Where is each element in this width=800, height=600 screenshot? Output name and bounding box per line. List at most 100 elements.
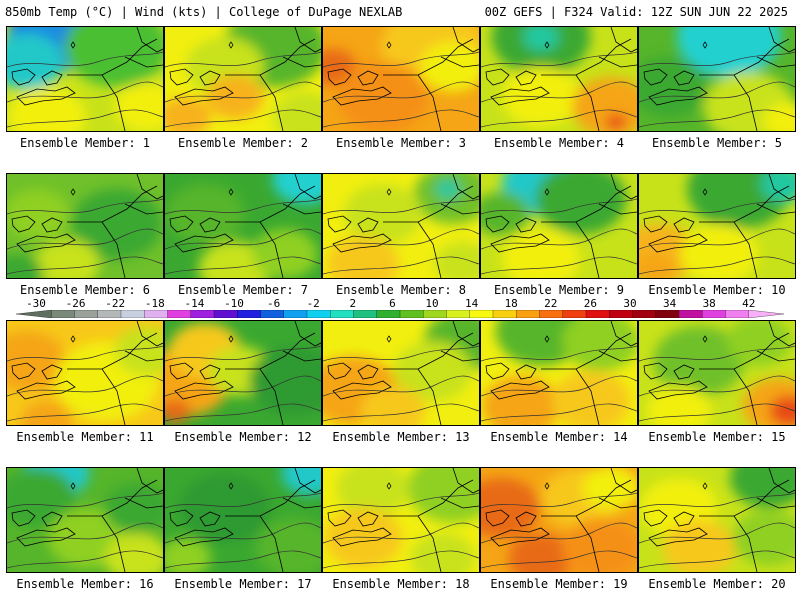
colorbar-tick-label: 34 xyxy=(662,297,677,310)
ensemble-member-label: Ensemble Member: 13 xyxy=(332,430,470,444)
isotherm-line xyxy=(481,345,637,362)
colorbar-swatch xyxy=(632,310,657,318)
geographic-outline xyxy=(16,527,76,547)
colorbar-swatch xyxy=(516,310,541,318)
geographic-outline xyxy=(225,185,316,223)
temperature-region xyxy=(726,321,792,366)
geographic-outline xyxy=(490,86,550,106)
isotherm-line xyxy=(165,345,321,362)
geographic-outline xyxy=(124,350,163,362)
geographic-outline xyxy=(41,511,63,527)
colorbar-swatch xyxy=(144,310,169,318)
ensemble-member-map-15 xyxy=(638,320,796,426)
geographic-outline xyxy=(67,479,158,517)
geographic-outline xyxy=(673,364,695,380)
geographic-outline xyxy=(383,332,474,370)
geographic-outline xyxy=(101,515,126,572)
geographic-outline xyxy=(67,185,158,223)
station-marker-icon xyxy=(228,482,234,490)
temperature-field-11 xyxy=(7,321,163,425)
colorbar-tick-label: 38 xyxy=(702,297,716,310)
station-marker-icon xyxy=(544,41,550,49)
geographic-outline xyxy=(174,233,234,253)
geographic-outline xyxy=(383,185,474,223)
geographic-outline xyxy=(417,74,442,131)
temperature-region xyxy=(252,229,318,278)
isotherm-line xyxy=(323,109,479,128)
geographic-outline xyxy=(294,27,321,53)
ensemble-member-label: Ensemble Member: 4 xyxy=(493,136,625,150)
station-marker-icon xyxy=(544,335,550,343)
temperature-field-1 xyxy=(7,27,163,131)
isotherm-line xyxy=(165,550,321,569)
temperature-region xyxy=(7,468,76,528)
geographic-outline xyxy=(575,221,600,278)
temperature-region xyxy=(481,478,540,538)
geographic-outline xyxy=(673,70,695,86)
temperature-region xyxy=(605,114,627,130)
ensemble-member-label: Ensemble Member: 14 xyxy=(490,430,628,444)
temperature-region xyxy=(326,236,400,278)
temperature-region xyxy=(535,174,627,234)
ensemble-member-map-6 xyxy=(6,173,164,279)
geographic-outline xyxy=(515,217,537,233)
isotherm-line xyxy=(639,198,795,215)
geographic-outline xyxy=(452,174,479,200)
temperature-region xyxy=(760,174,795,202)
colorbar-tick-label: 42 xyxy=(742,297,756,310)
geographic-outline xyxy=(541,332,632,370)
geographic-outline xyxy=(541,479,632,517)
isotherm-line xyxy=(639,522,795,544)
geographic-outline xyxy=(259,515,284,572)
geographic-outline xyxy=(41,70,63,86)
temperature-region xyxy=(407,468,479,523)
geographic-outline xyxy=(452,321,479,347)
colorbar-swatch xyxy=(120,310,145,318)
geographic-outline xyxy=(67,38,158,76)
geographic-outline xyxy=(648,380,708,400)
colorbar-tick-label: -30 xyxy=(26,297,46,310)
geographic-outline xyxy=(124,203,163,215)
ensemble-member-label: Ensemble Member: 7 xyxy=(177,283,309,297)
geographic-outline xyxy=(357,70,379,86)
colorbar-swatch xyxy=(678,310,703,318)
station-marker-icon xyxy=(544,188,550,196)
isotherm-line xyxy=(323,228,479,250)
geographic-outline xyxy=(136,468,163,494)
temperature-region xyxy=(680,224,758,278)
station-marker-icon xyxy=(386,335,392,343)
isotherm-line xyxy=(639,375,795,397)
station-marker-icon xyxy=(228,41,234,49)
geographic-outline xyxy=(282,203,321,215)
ensemble-member-label: Ensemble Member: 6 xyxy=(19,283,151,297)
colorbar-swatch xyxy=(702,310,727,318)
colorbar-tick-label: -2 xyxy=(306,297,320,310)
temperature-region xyxy=(206,75,264,119)
station-marker-icon xyxy=(702,335,708,343)
temperature-region xyxy=(662,520,736,572)
temperature-region xyxy=(281,468,321,495)
temperature-region xyxy=(410,533,476,572)
geographic-outline xyxy=(610,174,637,200)
isotherm-line xyxy=(481,198,637,215)
geographic-outline xyxy=(199,217,221,233)
ensemble-member-map-8 xyxy=(322,173,480,279)
ensemble-member-label: Ensemble Member: 17 xyxy=(174,577,312,591)
isotherm-line xyxy=(323,492,479,509)
colorbar-tick-label: -10 xyxy=(224,297,244,310)
isotherm-line xyxy=(165,198,321,215)
temperature-region xyxy=(562,518,637,572)
isotherm-line xyxy=(639,81,795,103)
temperature-field-9 xyxy=(481,174,637,278)
colorbar-swatch xyxy=(585,310,610,318)
ensemble-member-label: Ensemble Member: 1 xyxy=(19,136,151,150)
geographic-outline xyxy=(225,38,316,76)
geographic-outline xyxy=(598,497,637,509)
geographic-outline xyxy=(575,515,600,572)
temperature-region xyxy=(272,92,321,131)
ensemble-member-label: Ensemble Member: 11 xyxy=(16,430,154,444)
geographic-outline xyxy=(11,68,36,86)
geographic-outline xyxy=(699,185,790,223)
isotherm-line xyxy=(639,550,795,569)
geographic-outline xyxy=(485,68,510,86)
